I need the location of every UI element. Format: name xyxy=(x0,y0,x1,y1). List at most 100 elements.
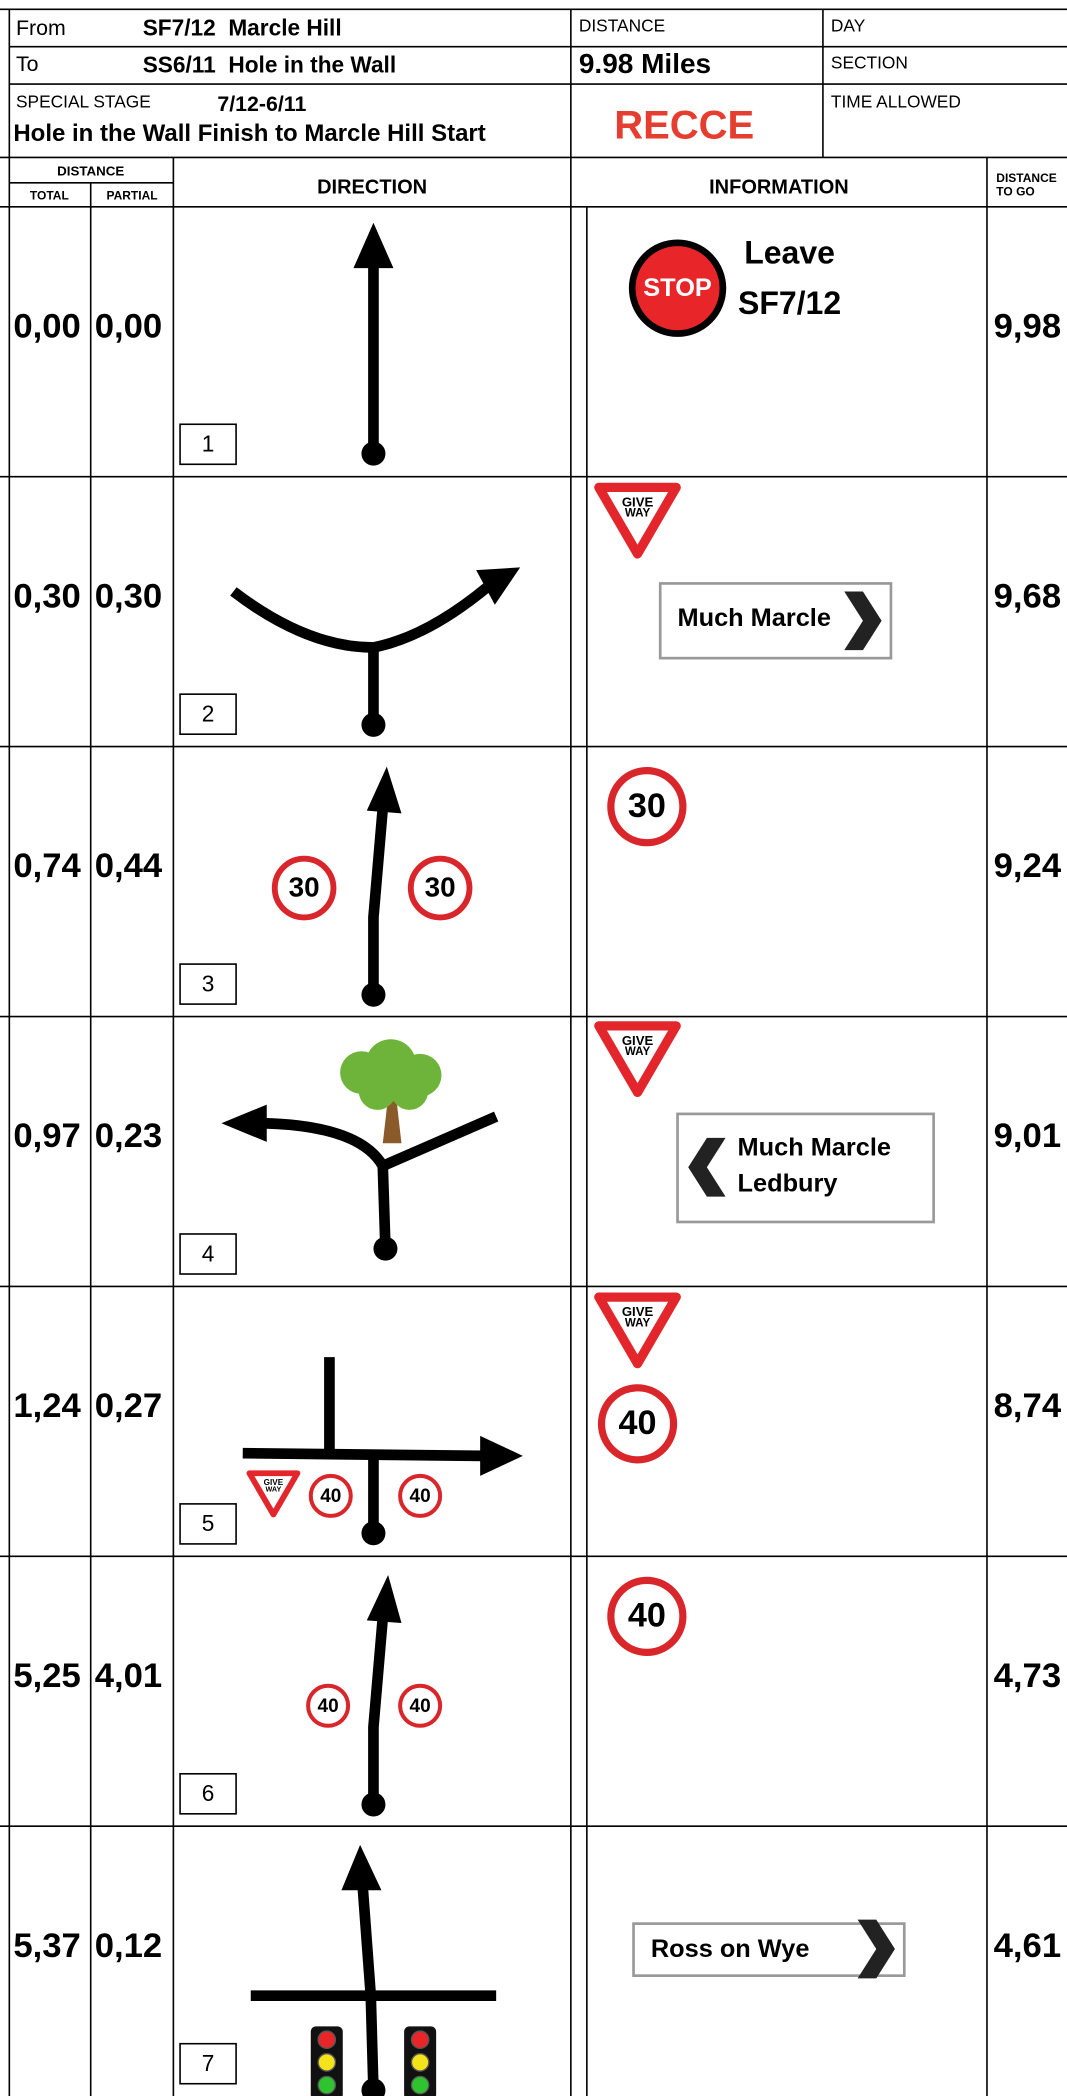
distance-to-go: 9,68 xyxy=(994,577,1061,615)
give-way-text: GIVE xyxy=(622,1033,654,1048)
speed-sign xyxy=(607,1576,687,1656)
speed-text: 30 xyxy=(425,872,456,903)
give-way-text: GIVE xyxy=(264,1478,284,1487)
col-distance: DISTANCE xyxy=(57,164,124,179)
stage-code: 7/12-6/11 xyxy=(217,92,306,116)
to-label: To xyxy=(16,52,39,76)
distance-to-go: 4,61 xyxy=(994,1927,1061,1965)
speed-text: 40 xyxy=(410,1696,431,1717)
give-way-text: WAY xyxy=(625,507,651,520)
give-way-sign xyxy=(594,482,681,559)
speed-sign xyxy=(607,767,687,847)
chevron xyxy=(857,1919,895,1979)
speed-sign xyxy=(398,1683,443,1728)
number-box xyxy=(179,693,237,736)
number-box xyxy=(179,963,237,1005)
board-text: Ross on Wye xyxy=(651,1935,810,1963)
section-label: SECTION xyxy=(831,53,908,73)
tree-trunk xyxy=(382,1096,402,1144)
row-number: 6 xyxy=(202,1780,215,1806)
info-text: SF7/12 xyxy=(738,285,841,321)
partial-distance: 4,01 xyxy=(95,1657,162,1695)
partial-distance: 0,12 xyxy=(95,1927,162,1965)
distance-to-go: 9,24 xyxy=(994,847,1062,885)
start-dot xyxy=(361,1792,386,1817)
distance-to-go: 8,74 xyxy=(994,1387,1062,1425)
road xyxy=(357,1887,379,2091)
to-value: SS6/11 Hole in the Wall xyxy=(143,52,396,78)
distance-to-go: 9,98 xyxy=(994,307,1061,345)
speed-text: 40 xyxy=(318,1696,339,1717)
total-distance: 0,30 xyxy=(13,577,80,615)
board-text: Much Marcle xyxy=(738,1133,891,1161)
lamp xyxy=(410,2053,430,2072)
start-dot xyxy=(361,982,386,1007)
give-way-text: GIVE xyxy=(622,494,654,509)
give-way-text: GIVE xyxy=(622,1304,654,1319)
road xyxy=(368,807,389,995)
speed-sign xyxy=(597,1384,678,1464)
arrow-head xyxy=(476,567,521,605)
speed-sign xyxy=(398,1473,443,1518)
from-label: From xyxy=(16,16,66,40)
direction-board xyxy=(632,1922,906,1977)
road xyxy=(263,1117,388,1169)
lamp xyxy=(410,2075,430,2095)
arrow-head xyxy=(480,1435,523,1476)
road xyxy=(230,583,491,653)
info-text: Leave xyxy=(744,234,835,270)
arrow-head xyxy=(221,1104,267,1142)
speed-text: 40 xyxy=(628,1597,666,1635)
col-partial: PARTIAL xyxy=(106,188,157,202)
start-dot xyxy=(373,1236,398,1261)
board-text: Much Marcle xyxy=(678,604,831,632)
col-total: TOTAL xyxy=(30,188,69,202)
speed-text: 40 xyxy=(619,1404,657,1442)
recce: RECCE xyxy=(614,104,754,148)
lamp xyxy=(317,2053,337,2072)
arrow-head xyxy=(341,1844,382,1891)
speed-text: 40 xyxy=(320,1486,341,1507)
special-stage-label: SPECIAL STAGE xyxy=(16,91,151,111)
row-number: 1 xyxy=(202,431,215,457)
give-way-text: WAY xyxy=(625,1045,651,1058)
road xyxy=(242,1447,483,1462)
speed-text: 30 xyxy=(628,787,666,825)
road xyxy=(368,1617,389,1805)
partial-distance: 0,23 xyxy=(95,1117,162,1155)
time-allowed-label: TIME ALLOWED xyxy=(831,91,961,111)
partial-distance: 0,30 xyxy=(95,577,162,615)
chevron xyxy=(844,591,882,651)
speed-sign xyxy=(407,855,473,921)
tree-crown xyxy=(390,1072,429,1110)
stop-sign xyxy=(628,239,727,337)
total-distance: 5,37 xyxy=(13,1927,80,1965)
col-direction: DIRECTION xyxy=(317,176,427,198)
give-way-sign xyxy=(594,1021,681,1098)
day-label: DAY xyxy=(831,15,866,35)
from-value: SF7/12 Marcle Hill xyxy=(143,14,342,40)
row-number: 3 xyxy=(202,970,215,996)
speed-text: 40 xyxy=(410,1486,431,1507)
col-to-go: DISTANCE xyxy=(996,171,1056,185)
row-number: 5 xyxy=(202,1510,215,1536)
lamp xyxy=(317,2030,337,2050)
number-box xyxy=(179,1772,237,1815)
col-to-go: TO GO xyxy=(996,184,1034,198)
tree-crown xyxy=(358,1072,397,1110)
distance-value: 9.98 Miles xyxy=(579,48,711,79)
start-dot xyxy=(361,1521,386,1546)
total-distance: 0,97 xyxy=(13,1117,80,1155)
total-distance: 1,24 xyxy=(13,1387,81,1425)
start-dot xyxy=(361,441,386,466)
lamp xyxy=(317,2075,337,2095)
speed-text: 30 xyxy=(289,872,320,903)
number-box xyxy=(179,1233,237,1275)
col-information: INFORMATION xyxy=(709,176,849,198)
distance-to-go: 9,01 xyxy=(994,1117,1061,1155)
partial-distance: 0,44 xyxy=(95,847,163,885)
row-number: 7 xyxy=(202,2050,215,2076)
speed-sign xyxy=(308,1473,353,1518)
distance-to-go: 4,73 xyxy=(994,1657,1061,1695)
